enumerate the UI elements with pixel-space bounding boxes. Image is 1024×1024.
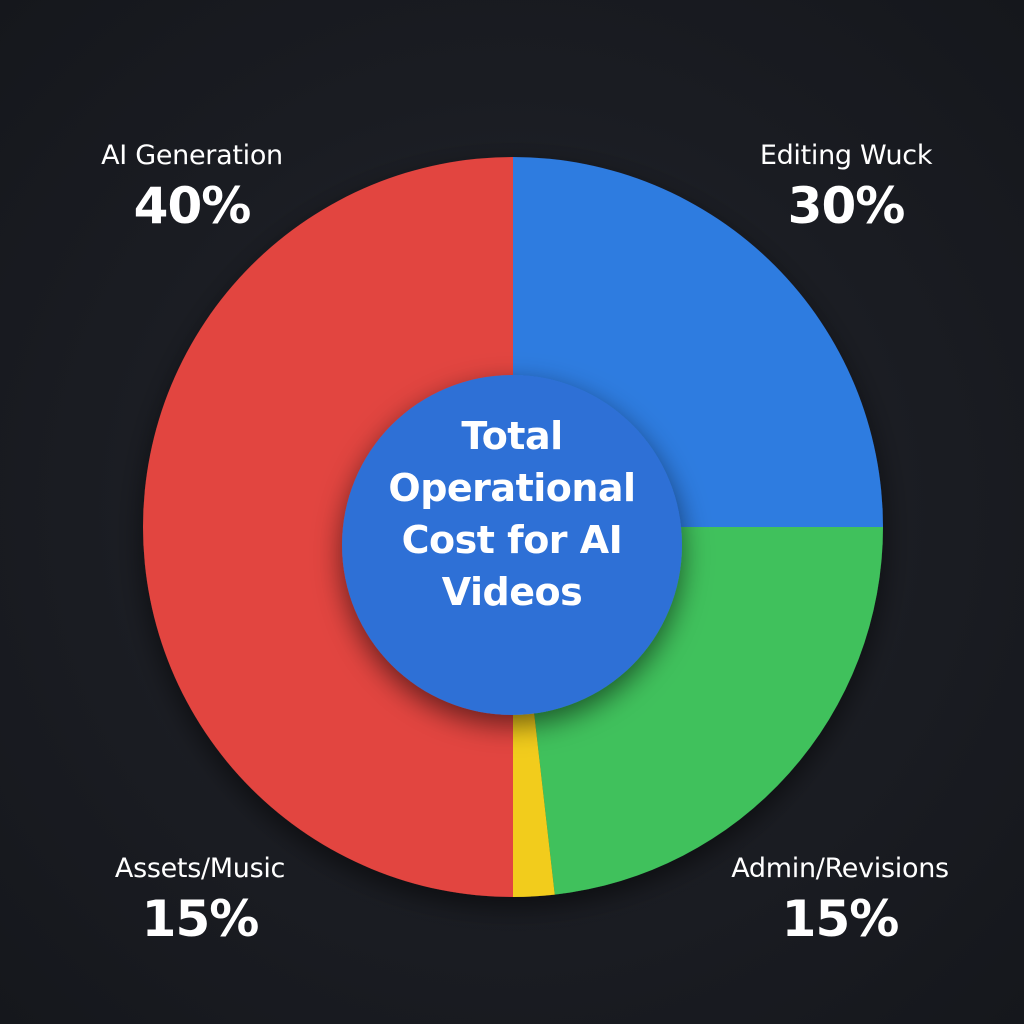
center-circle (342, 375, 682, 715)
data-label: 15% (781, 890, 900, 948)
label-ai-generation: AI Generation 40% (32, 140, 352, 235)
data-label: 30% (787, 177, 906, 235)
label-editing: Editing Wuck 30% (686, 140, 1006, 235)
data-label: 40% (133, 177, 252, 235)
data-label: 15% (141, 890, 260, 948)
slice-label: Admin/Revisions (731, 853, 949, 884)
slice-label: Editing Wuck (759, 140, 933, 171)
center-title: Total Operational Cost for AI Videos (388, 414, 636, 614)
slice-label: Assets/Music (114, 853, 286, 884)
slice-label: AI Generation (101, 140, 283, 171)
label-assets-music: Assets/Music 15% (40, 853, 360, 948)
pie-slice-ai-generation (143, 157, 513, 897)
label-admin-revisions: Admin/Revisions 15% (680, 853, 1000, 948)
